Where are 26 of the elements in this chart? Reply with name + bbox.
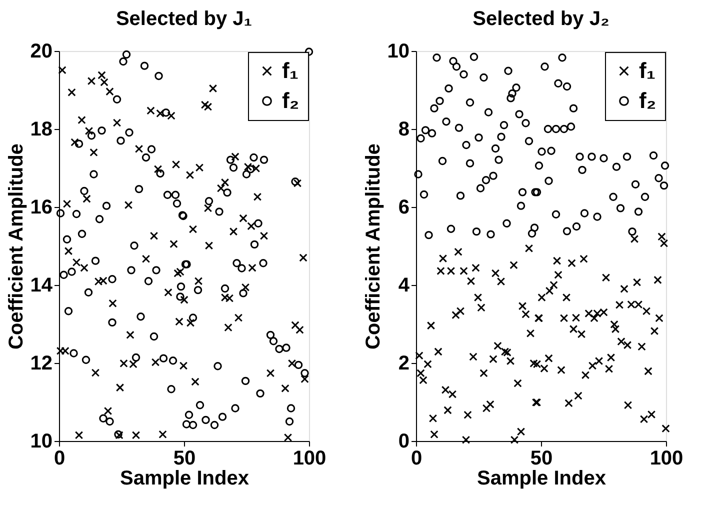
x-tick-label: 50 [530, 448, 553, 470]
legend-label: f₁ [639, 58, 656, 83]
x-tick-label: 50 [173, 448, 196, 470]
y-tick-label: 6 [398, 196, 410, 218]
y-tick-label: 4 [398, 274, 410, 296]
x-axis-title: Sample Index [120, 468, 249, 490]
y-tick-label: 10 [30, 430, 52, 452]
y-axis-title: Coefficient Amplitude [5, 144, 28, 350]
legend-label: f₂ [639, 88, 656, 113]
x-tick-label: 100 [650, 448, 684, 470]
x-tick-label: 100 [292, 448, 326, 470]
chart-title: Selected by J₁ [116, 8, 252, 30]
chart-title: Selected by J₂ [472, 8, 610, 30]
y-tick-label: 16 [30, 196, 52, 218]
y-tick-label: 10 [387, 40, 410, 62]
y-tick-label: 12 [30, 352, 52, 374]
y-tick-label: 2 [398, 352, 410, 374]
y-tick-label: 14 [30, 274, 54, 296]
x-axis-title: Sample Index [477, 468, 606, 490]
y-tick-label: 0 [398, 430, 410, 452]
legend-label: f₁ [282, 58, 298, 83]
legend-label: f₂ [282, 88, 300, 113]
y-tick-label: 18 [30, 118, 52, 140]
y-tick-label: 20 [30, 40, 52, 62]
y-axis-title: Coefficient Amplitude [362, 144, 384, 350]
y-tick-label: 8 [398, 118, 410, 140]
